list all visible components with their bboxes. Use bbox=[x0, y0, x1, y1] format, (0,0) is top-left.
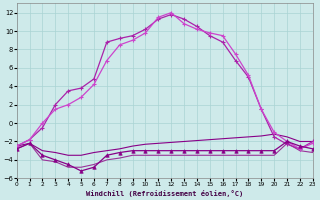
X-axis label: Windchill (Refroidissement éolien,°C): Windchill (Refroidissement éolien,°C) bbox=[86, 190, 244, 197]
